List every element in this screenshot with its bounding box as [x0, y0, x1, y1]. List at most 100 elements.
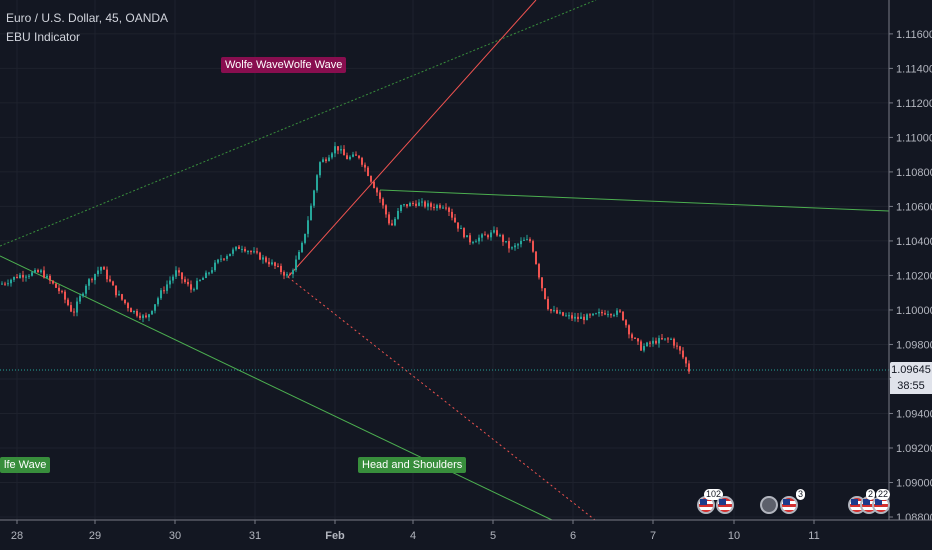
candle-body — [64, 291, 66, 300]
candle-body — [364, 164, 366, 168]
candle-body — [70, 305, 72, 312]
candle-body — [481, 234, 483, 238]
candle-body — [34, 269, 36, 273]
candle-body — [325, 159, 327, 162]
candle-body — [340, 149, 342, 151]
candle-body — [4, 283, 6, 285]
candle-body — [298, 251, 300, 260]
candle-body — [616, 310, 618, 315]
candle-body — [562, 312, 564, 316]
candle-body — [73, 311, 75, 313]
symbol-title[interactable]: Euro / U.S. Dollar, 45, OANDA — [6, 11, 169, 25]
candle-body — [121, 294, 123, 300]
candle-body — [229, 253, 231, 257]
drawn-trendlines — [0, 0, 890, 521]
candle-body — [235, 246, 237, 250]
event-count-badge: 102 — [704, 489, 724, 500]
event-count-badge: 2 — [866, 489, 876, 500]
candle-body — [37, 269, 39, 273]
candle-body — [655, 340, 657, 344]
candle-body — [286, 274, 288, 276]
candle-body — [151, 310, 153, 315]
candle-body — [94, 274, 96, 281]
time-tick-label: Feb — [325, 530, 345, 542]
candle-body — [253, 251, 255, 253]
candle-body — [502, 235, 504, 242]
candle-body — [337, 146, 339, 151]
indicator-title[interactable]: EBU Indicator — [6, 30, 81, 44]
candle-body — [301, 242, 303, 252]
candle-body — [442, 207, 444, 209]
candle-body — [376, 188, 378, 193]
candle-body — [412, 202, 414, 204]
time-tick-label: 6 — [570, 530, 576, 542]
candle-body — [583, 316, 585, 321]
candle-body — [31, 272, 33, 276]
candle-body — [247, 251, 249, 253]
candle-body — [373, 181, 375, 189]
candle-body — [223, 258, 225, 260]
candle-body — [241, 248, 243, 250]
candle-body — [538, 264, 540, 278]
candle-body — [22, 274, 24, 278]
candle-body — [418, 202, 420, 206]
candle-body — [328, 157, 330, 162]
candle-body — [184, 279, 186, 283]
candle-body — [136, 310, 138, 316]
candle-body — [523, 239, 525, 241]
candle-body — [511, 247, 513, 249]
candle-body — [43, 270, 45, 278]
head-and-shoulders-label[interactable]: Head and Shoulders — [358, 457, 467, 473]
candle-body — [106, 269, 108, 280]
candle-body — [595, 313, 597, 315]
candle-body — [388, 214, 390, 224]
candle-body — [205, 272, 207, 279]
time-tick-label: 10 — [728, 530, 740, 542]
price-tick-label: 1.10800 — [896, 167, 932, 179]
bar-countdown-tag: 38:55 — [890, 378, 932, 394]
us-economic-event-icon[interactable] — [780, 496, 798, 514]
candle-body — [517, 244, 519, 246]
price-tick-label: 1.11000 — [896, 132, 932, 144]
candle-body — [592, 313, 594, 316]
candle-body — [310, 205, 312, 221]
candle-body — [430, 203, 432, 207]
event-count-badge: 3 — [796, 489, 806, 500]
candle-body — [133, 310, 135, 313]
wolfe-wave-label-top[interactable]: Wolfe WaveWolfe Wave — [221, 57, 347, 73]
candle-body — [160, 290, 162, 299]
candle-body — [85, 285, 87, 294]
candle-body — [115, 285, 117, 296]
candle-body — [670, 338, 672, 340]
candle-body — [463, 228, 465, 238]
candle-body — [466, 235, 468, 238]
candle-body — [355, 154, 357, 156]
candle-body — [145, 315, 147, 318]
candle-body — [454, 217, 456, 223]
candle-body — [370, 175, 372, 182]
candle-body — [193, 289, 195, 291]
event-count-badge: 22 — [876, 489, 891, 500]
candle-body — [610, 314, 612, 316]
candle-body — [130, 308, 132, 313]
candle-body — [553, 310, 555, 312]
candle-body — [127, 303, 129, 309]
candle-body — [316, 175, 318, 191]
candle-body — [457, 222, 459, 229]
candle-body — [391, 223, 393, 226]
candle-body — [634, 337, 636, 339]
candle-body — [394, 218, 396, 226]
candle-body — [685, 357, 687, 364]
candle-body — [304, 233, 306, 243]
candle-body — [484, 234, 486, 236]
candle-body — [577, 316, 579, 319]
candle-body — [589, 314, 591, 316]
us-economic-event-icon[interactable] — [716, 496, 734, 514]
candle-body — [58, 287, 60, 292]
dividend-event-icon[interactable] — [760, 496, 778, 514]
candle-body — [1, 283, 3, 285]
candle-body — [397, 210, 399, 219]
candle-body — [478, 237, 480, 242]
wolfe-wave-label-bottom[interactable]: lfe Wave — [0, 457, 51, 473]
